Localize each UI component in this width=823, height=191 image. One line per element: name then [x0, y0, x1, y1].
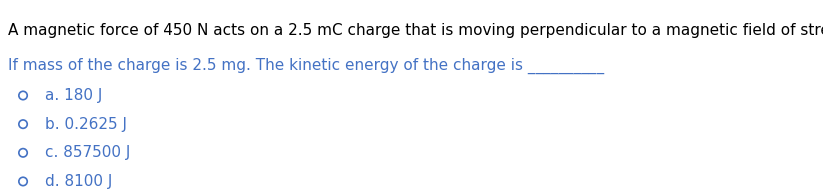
Text: b. 0.2625 J: b. 0.2625 J — [45, 117, 128, 132]
Text: c. 857500 J: c. 857500 J — [45, 145, 131, 160]
Text: If mass of the charge is 2.5 mg. The kinetic energy of the charge is __________: If mass of the charge is 2.5 mg. The kin… — [8, 57, 604, 74]
Text: d. 8100 J: d. 8100 J — [45, 174, 113, 189]
Text: a. 180 J: a. 180 J — [45, 88, 103, 103]
Text: A magnetic force of 450 N acts on a 2.5 mC charge that is moving perpendicular t: A magnetic force of 450 N acts on a 2.5 … — [8, 23, 823, 38]
